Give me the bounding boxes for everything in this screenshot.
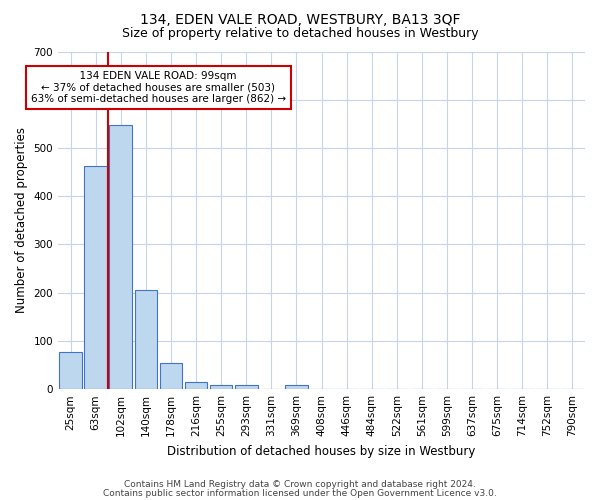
Y-axis label: Number of detached properties: Number of detached properties — [15, 128, 28, 314]
Text: 134, EDEN VALE ROAD, WESTBURY, BA13 3QF: 134, EDEN VALE ROAD, WESTBURY, BA13 3QF — [140, 12, 460, 26]
Bar — [109, 125, 132, 389]
Bar — [134, 290, 157, 389]
Bar — [235, 386, 257, 389]
Text: 134 EDEN VALE ROAD: 99sqm  
← 37% of detached houses are smaller (503)
63% of se: 134 EDEN VALE ROAD: 99sqm ← 37% of detac… — [31, 71, 286, 104]
Bar — [160, 362, 182, 389]
X-axis label: Distribution of detached houses by size in Westbury: Distribution of detached houses by size … — [167, 444, 476, 458]
Text: Size of property relative to detached houses in Westbury: Size of property relative to detached ho… — [122, 28, 478, 40]
Bar — [85, 166, 107, 389]
Bar — [59, 352, 82, 389]
Text: Contains HM Land Registry data © Crown copyright and database right 2024.: Contains HM Land Registry data © Crown c… — [124, 480, 476, 489]
Text: Contains public sector information licensed under the Open Government Licence v3: Contains public sector information licen… — [103, 490, 497, 498]
Bar — [185, 382, 208, 389]
Bar — [210, 386, 232, 389]
Bar — [285, 386, 308, 389]
